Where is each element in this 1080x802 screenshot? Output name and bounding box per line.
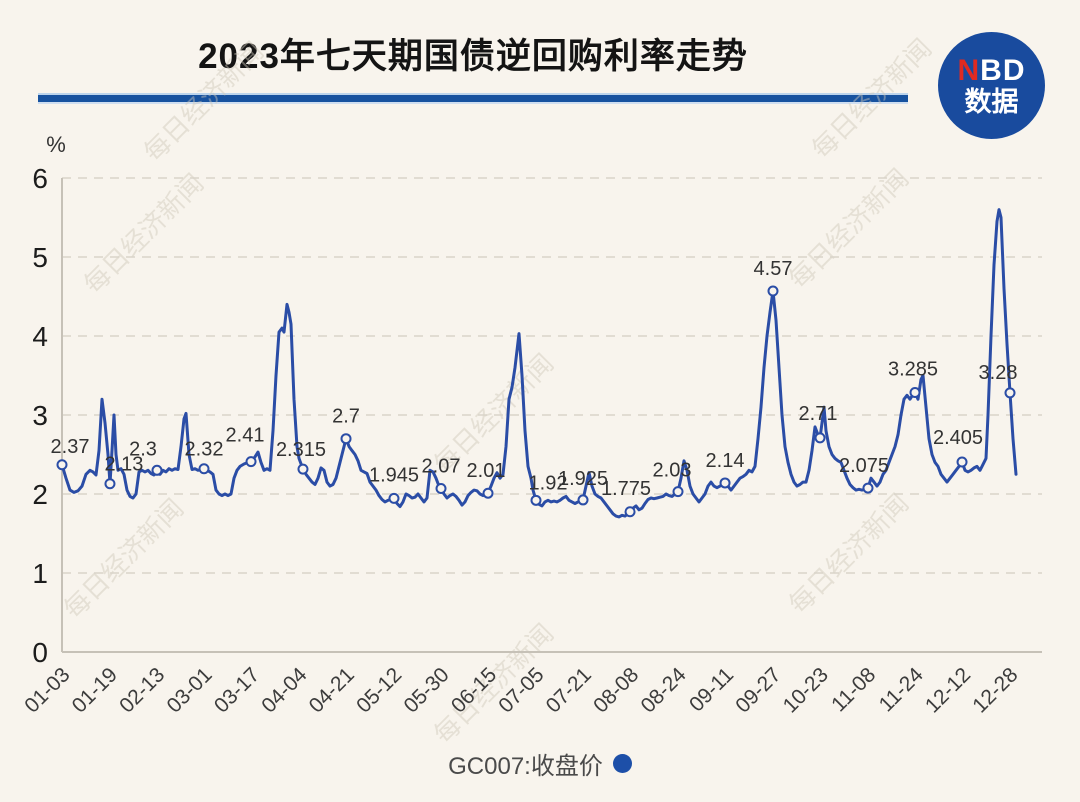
data-point-label: 2.41 [226, 425, 265, 447]
data-point-marker [151, 464, 163, 476]
x-axis-tick-label: 03-17 [210, 663, 264, 717]
x-axis-tick-label: 01-03 [20, 663, 74, 717]
x-axis-tick-label: 01-19 [68, 663, 122, 717]
data-point-label: 1.945 [369, 464, 419, 486]
data-point-marker [530, 494, 542, 506]
data-point-label: 2.37 [51, 436, 90, 458]
y-axis-tick-label: 6 [32, 163, 48, 194]
x-axis-tick-label: 03-01 [162, 663, 216, 717]
data-point-marker [862, 482, 874, 494]
x-axis-tick-label: 11-24 [875, 663, 928, 716]
data-point-marker [340, 433, 352, 445]
nbd-logo-caption: 数据 [964, 87, 1019, 118]
data-point-label: 1.925 [558, 468, 608, 490]
y-axis-tick-label: 5 [32, 242, 48, 273]
y-axis-tick-label: 2 [32, 479, 48, 510]
x-axis-tick-label: 04-21 [305, 663, 359, 717]
data-point-label: 2.14 [706, 450, 745, 472]
data-point-label: 2.075 [839, 455, 889, 477]
data-point-label: 4.57 [754, 258, 793, 280]
data-point-marker [577, 494, 589, 506]
x-axis-tick-label: 02-13 [115, 663, 169, 717]
rate-line [60, 208, 1018, 519]
data-point-marker [814, 432, 826, 444]
y-axis-tick-label: 0 [32, 637, 48, 668]
data-point-label: 1.775 [601, 478, 651, 500]
data-point-marker [624, 506, 636, 518]
x-axis-tick-label: 09-11 [685, 663, 738, 716]
x-axis-tick-label: 04-04 [257, 663, 311, 717]
y-axis-tick-label: 3 [32, 400, 48, 431]
data-point-marker [909, 386, 921, 398]
header: 2023年七天期国债逆回购利率走势 [38, 0, 908, 104]
title-divider [38, 93, 908, 104]
data-point-label: 3.28 [979, 362, 1018, 384]
legend: GC007:收盘价 [0, 746, 1080, 781]
x-axis-tick-label: 09-27 [731, 663, 785, 717]
nbd-logo: NBD 数据 [938, 32, 1045, 139]
legend-marker-dot [612, 754, 632, 773]
data-point-label: 2.315 [276, 439, 326, 461]
data-point-marker [482, 487, 494, 499]
x-axis-tick-label: 11-08 [827, 663, 880, 716]
data-point-label: 2.01 [467, 460, 506, 482]
x-axis-tick-label: 08-24 [636, 663, 690, 717]
x-axis-tick-label: 05-12 [352, 663, 406, 717]
data-point-marker [1004, 387, 1016, 399]
data-point-marker [56, 459, 68, 471]
x-axis-tick-label: 12-12 [921, 663, 975, 717]
watermark-text: 每日经济新闻 [138, 36, 270, 168]
page-title: 2023年七天期国债逆回购利率走势 [198, 37, 748, 76]
data-point-marker [104, 478, 116, 490]
data-point-label: 2.405 [933, 427, 983, 449]
nbd-logo-text: NBD [957, 53, 1026, 87]
watermark-text: 每日经济新闻 [783, 488, 915, 620]
y-axis-tick-label: 1 [32, 558, 48, 589]
data-point-label: 2.32 [185, 439, 224, 461]
data-point-marker [672, 486, 684, 498]
data-point-label: 1.92 [529, 472, 568, 494]
x-axis-tick-label: 07-21 [542, 663, 596, 717]
data-point-marker [388, 492, 400, 504]
data-point-label: 2.07 [422, 455, 461, 477]
x-axis-tick-label: 10-23 [779, 663, 833, 717]
watermark-text: 每日经济新闻 [783, 163, 915, 295]
data-point-marker [297, 463, 309, 475]
watermark-text: 每日经济新闻 [58, 493, 190, 625]
y-axis-tick-label: 4 [32, 321, 48, 352]
data-point-label: 2.03 [653, 460, 692, 482]
x-axis-tick-label: 12-28 [968, 663, 1022, 717]
data-point-label: 3.285 [888, 358, 938, 380]
legend-label: GC007:收盘价 [448, 753, 603, 780]
watermark-text: 每日经济新闻 [78, 168, 210, 300]
x-axis-tick-label: 08-08 [589, 663, 643, 717]
y-axis-unit-label: % [46, 132, 66, 157]
data-point-marker [956, 456, 968, 468]
data-point-marker [245, 456, 257, 468]
data-point-label: 2.13 [105, 454, 144, 476]
data-point-label: 2.7 [332, 406, 360, 428]
data-point-marker [719, 477, 731, 489]
data-point-marker [767, 285, 779, 297]
watermark-text: 每日经济新闻 [806, 33, 938, 165]
data-point-label: 2.3 [129, 438, 157, 460]
data-point-marker [198, 463, 210, 475]
data-point-label: 2.71 [799, 403, 838, 425]
data-point-marker [435, 482, 447, 494]
